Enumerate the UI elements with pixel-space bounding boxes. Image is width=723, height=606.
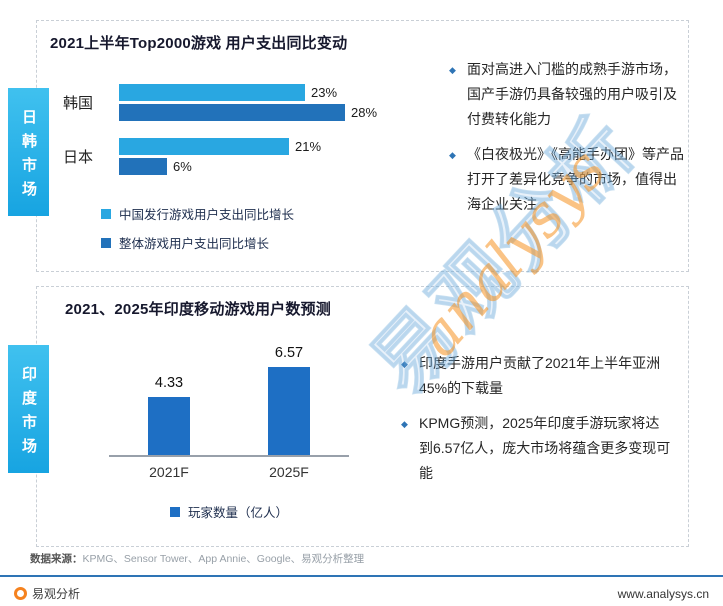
x-axis-ticks: 2021F 2025F [109,464,349,480]
diamond-bullet-icon: ◆ [401,418,408,429]
bar-2025f [268,367,310,455]
bar-row: 23% [119,84,377,101]
panel-japan-korea-market: 2021上半年Top2000游戏 用户支出同比变动 韩国 23% 28% 日本 [36,20,689,272]
india-users-chart: 4.33 6.57 2021F 2025F 玩家数量（亿人） [109,339,349,521]
plot-area: 4.33 6.57 [109,339,349,457]
bar-value-label: 6% [173,159,192,174]
category-label-korea: 韩国 [63,95,94,112]
insight-item: ◆ 面对高进入门槛的成熟手游市场，国产手游仍具备较强的用户吸引及付费转化能力 [449,57,687,132]
japan-korea-spending-chart: 韩国 23% 28% 日本 21% [63,81,377,189]
bar-value-label: 21% [295,139,322,154]
diamond-bullet-icon: ◆ [449,65,456,75]
legend-swatch [169,506,180,517]
source-label: 数据来源： [30,553,83,565]
source-text: KPMG、Sensor Tower、App Annie、Google、易观分析整… [82,553,365,565]
chart1-legend: 中国发行游戏用户支出同比增长 整体游戏用户支出同比增长 [101,204,294,262]
footer-divider [0,575,723,577]
bar-row: 28% [119,104,377,121]
bar-column-2021f: 4.33 [148,375,190,455]
category-label-japan: 日本 [63,149,94,166]
bar-group-korea: 韩国 23% 28% [63,81,377,124]
side-tab-india-market: 印度市场 [8,345,49,473]
chart2-legend: 玩家数量（亿人） [109,502,349,521]
bar-japan-overall [119,158,167,175]
insights-japan-korea: ◆ 面对高进入门槛的成熟手游市场，国产手游仍具备较强的用户吸引及付费转化能力 ◆… [449,57,687,226]
diamond-bullet-icon: ◆ [401,359,408,369]
bar-value-label: 28% [351,105,378,120]
x-tick-2021f: 2021F [149,464,189,480]
panel1-title: 2021上半年Top2000游戏 用户支出同比变动 [50,35,348,52]
legend-label: 中国发行游戏用户支出同比增长 [119,208,295,222]
bar-value-label: 23% [311,85,338,100]
insights-india: ◆ 印度手游用户贡献了2021年上半年亚洲45%的下载量 ◆ KPMG预测，20… [401,351,673,496]
bar-2021f [148,397,190,455]
website-link[interactable]: www.analysys.cn [617,586,709,601]
brand-name: 易观分析 [32,587,81,601]
analysys-logo-icon [14,587,27,600]
bar-value-label: 6.57 [274,345,304,361]
insight-item: ◆ KPMG预测，2025年印度手游玩家将达到6.57亿人，庞大市场将蕴含更多变… [401,411,673,486]
insight-item: ◆ 《白夜极光》《高能手办团》等产品打开了差异化竞争的市场，值得出海企业关注 [449,142,687,217]
footer-bar: 易观分析 www.analysys.cn [0,581,723,606]
x-tick-2025f: 2025F [269,464,309,480]
side-tab-japan-korea-market: 日韩市场 [8,88,49,216]
insight-item: ◆ 印度手游用户贡献了2021年上半年亚洲45%的下载量 [401,351,673,401]
bar-japan-china-games [119,138,289,155]
bar-korea-overall [119,104,345,121]
bar-row: 6% [119,158,321,175]
bar-value-label: 4.33 [154,375,184,391]
insight-text: KPMG预测，2025年印度手游玩家将达到6.57亿人，庞大市场将蕴含更多变现可… [419,414,671,481]
data-source-note: 数据来源：KPMG、Sensor Tower、App Annie、Google、… [30,551,364,566]
legend-swatch [101,237,111,248]
footer-brand: 易观分析 [14,585,80,602]
insight-text: 《白夜极光》《高能手办团》等产品打开了差异化竞争的市场，值得出海企业关注 [467,145,684,212]
bar-row: 21% [119,138,321,155]
diamond-bullet-icon: ◆ [449,149,456,160]
legend-label: 整体游戏用户支出同比增长 [119,237,270,251]
bar-column-2025f: 6.57 [268,345,310,455]
bar-korea-china-games [119,84,305,101]
legend-swatch [101,208,111,219]
panel2-title: 2021、2025年印度移动游戏用户数预测 [65,301,331,318]
bar-group-japan: 日本 21% 6% [63,135,377,178]
panel-india-market: 2021、2025年印度移动游戏用户数预测 4.33 6.57 2021F 20… [36,286,689,547]
legend-label: 玩家数量（亿人） [187,506,288,520]
insight-text: 印度手游用户贡献了2021年上半年亚洲45%的下载量 [419,355,661,396]
insight-text: 面对高进入门槛的成熟手游市场，国产手游仍具备较强的用户吸引及付费转化能力 [467,61,677,127]
legend-item-china-games: 中国发行游戏用户支出同比增长 [101,204,294,223]
legend-item-overall-games: 整体游戏用户支出同比增长 [101,233,294,252]
